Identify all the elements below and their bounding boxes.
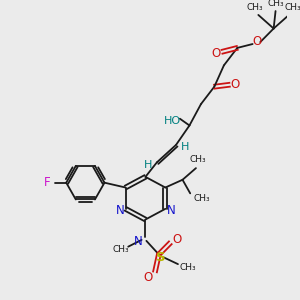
Text: HO: HO (164, 116, 181, 126)
Text: F: F (44, 176, 50, 189)
Text: CH₃: CH₃ (112, 245, 129, 254)
Text: S: S (156, 251, 166, 264)
Text: O: O (253, 34, 262, 48)
Text: H: H (144, 160, 152, 170)
Text: N: N (134, 235, 143, 248)
Text: CH₃: CH₃ (190, 155, 206, 164)
Text: O: O (212, 47, 221, 60)
Text: O: O (231, 78, 240, 91)
Text: N: N (116, 204, 124, 217)
Text: CH₃: CH₃ (284, 3, 300, 12)
Text: CH₃: CH₃ (246, 3, 263, 12)
Text: H: H (181, 142, 189, 152)
Text: N: N (167, 204, 176, 217)
Text: O: O (172, 233, 182, 246)
Text: CH₃: CH₃ (179, 262, 196, 272)
Text: CH₃: CH₃ (194, 194, 210, 203)
Text: O: O (144, 271, 153, 284)
Text: CH₃: CH₃ (267, 0, 284, 8)
